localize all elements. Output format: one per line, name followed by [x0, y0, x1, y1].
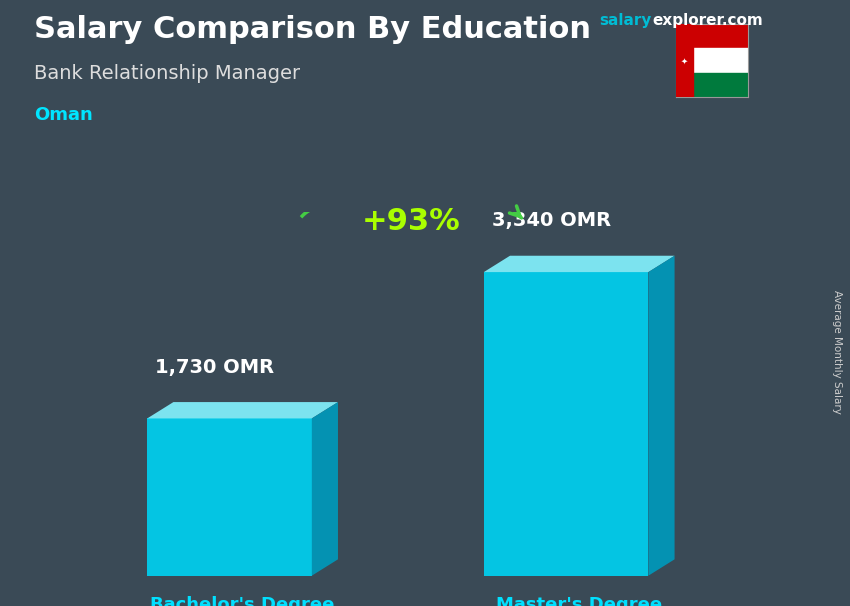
Polygon shape [484, 272, 649, 576]
Text: 1,730 OMR: 1,730 OMR [155, 358, 274, 376]
Text: salary: salary [599, 13, 652, 28]
Text: Bachelor's Degree: Bachelor's Degree [150, 596, 335, 606]
Text: Oman: Oman [34, 106, 93, 124]
Text: Average Monthly Salary: Average Monthly Salary [832, 290, 842, 413]
Text: Bank Relationship Manager: Bank Relationship Manager [34, 64, 300, 82]
Polygon shape [649, 256, 675, 576]
Text: explorer.com: explorer.com [652, 13, 762, 28]
Bar [676, 73, 748, 97]
Text: +93%: +93% [361, 207, 460, 236]
Polygon shape [147, 402, 338, 418]
Bar [676, 24, 693, 97]
Polygon shape [312, 402, 338, 576]
Bar [676, 48, 748, 73]
Polygon shape [147, 418, 312, 576]
Text: Master's Degree: Master's Degree [496, 596, 662, 606]
Text: ✦: ✦ [681, 56, 688, 65]
Bar [676, 24, 748, 48]
Polygon shape [484, 256, 675, 272]
Text: 3,340 OMR: 3,340 OMR [491, 211, 610, 230]
Text: Salary Comparison By Education: Salary Comparison By Education [34, 15, 591, 44]
